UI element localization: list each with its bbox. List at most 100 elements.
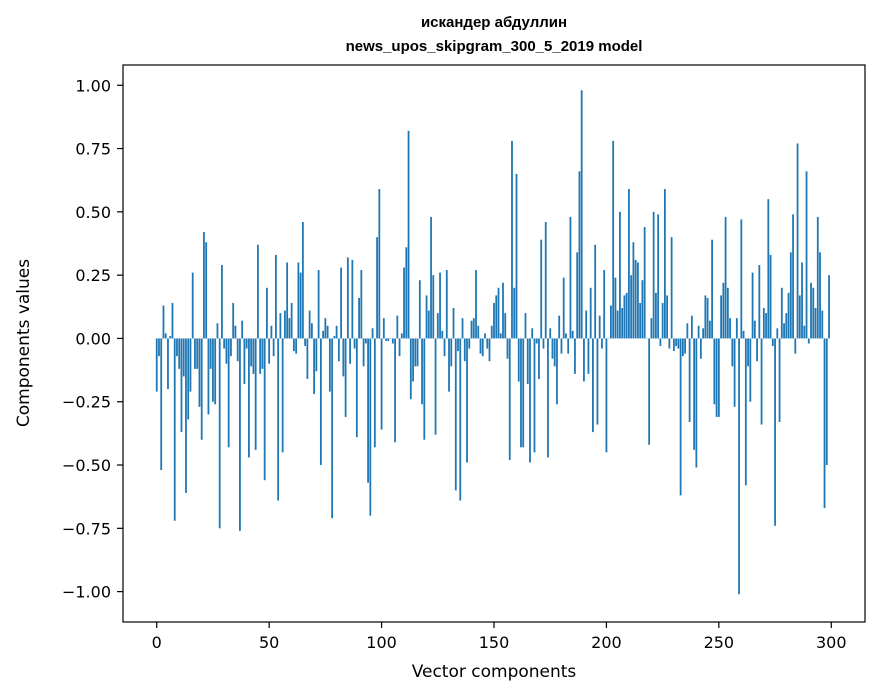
bar xyxy=(227,338,230,448)
chart-title-group: искандер абдуллин news_upos_skipgram_300… xyxy=(346,14,643,55)
bar xyxy=(733,338,736,407)
bar xyxy=(511,140,513,339)
bar xyxy=(585,310,588,339)
bar xyxy=(427,310,430,339)
bar xyxy=(551,338,554,359)
bar xyxy=(391,338,394,344)
bar xyxy=(576,252,579,339)
bar xyxy=(481,338,484,357)
bar xyxy=(387,338,390,341)
bar xyxy=(367,338,369,483)
bar xyxy=(288,318,291,339)
bar xyxy=(513,287,516,339)
bar xyxy=(771,338,774,347)
bar xyxy=(358,297,360,339)
bar xyxy=(495,295,498,339)
bar xyxy=(735,318,738,339)
bar xyxy=(315,338,318,372)
bar xyxy=(196,338,199,369)
bar xyxy=(695,338,698,468)
bar xyxy=(619,211,621,339)
bar xyxy=(407,130,410,339)
y-tick-label: 0.00 xyxy=(75,329,111,348)
bar xyxy=(502,282,504,339)
bar xyxy=(515,173,518,339)
bar xyxy=(209,338,212,369)
bar xyxy=(621,308,624,339)
bar xyxy=(158,338,160,357)
bar xyxy=(160,338,163,471)
bar xyxy=(164,333,167,339)
bar xyxy=(765,313,767,339)
bar xyxy=(531,328,534,339)
y-tick-label: 0.75 xyxy=(75,140,111,159)
bar xyxy=(533,338,536,453)
bar xyxy=(416,338,419,367)
bar xyxy=(283,310,286,339)
bar xyxy=(603,270,606,339)
bar xyxy=(803,325,806,339)
bar xyxy=(326,325,329,339)
bar xyxy=(439,272,441,339)
bar xyxy=(639,302,642,339)
bar xyxy=(542,338,545,349)
bar xyxy=(454,338,457,491)
plot-frame xyxy=(122,64,866,623)
bar xyxy=(785,313,788,339)
bar xyxy=(654,292,657,339)
bar xyxy=(643,227,646,339)
bar xyxy=(648,338,651,445)
bar xyxy=(596,338,599,425)
bar xyxy=(760,338,763,425)
bar xyxy=(328,338,331,392)
bar xyxy=(167,338,169,390)
bar xyxy=(659,338,662,347)
bar xyxy=(488,338,491,362)
bar xyxy=(724,216,727,339)
bar xyxy=(243,338,246,385)
bar xyxy=(272,338,275,357)
bar xyxy=(749,338,752,402)
bar xyxy=(493,302,495,339)
bar xyxy=(677,338,680,349)
bar xyxy=(452,308,455,339)
bar xyxy=(762,308,765,339)
bar xyxy=(558,315,561,339)
bar xyxy=(275,254,277,339)
bar xyxy=(612,140,615,339)
bar xyxy=(173,338,176,521)
bar xyxy=(198,338,201,407)
chart-title: искандер абдуллин xyxy=(421,14,567,31)
bar xyxy=(322,330,325,339)
bar xyxy=(225,338,228,364)
bar xyxy=(241,320,244,339)
bar xyxy=(304,338,307,347)
bar xyxy=(270,325,273,339)
bar xyxy=(353,338,356,349)
bar xyxy=(335,325,338,339)
bar xyxy=(778,338,781,422)
bar xyxy=(578,171,581,339)
bar xyxy=(767,199,770,339)
bar xyxy=(805,171,808,339)
bar xyxy=(448,338,450,392)
bar xyxy=(331,338,334,519)
bar xyxy=(663,189,666,339)
bar xyxy=(297,262,300,339)
bar xyxy=(290,302,293,339)
bar xyxy=(214,338,217,405)
bar xyxy=(263,338,266,481)
bar xyxy=(252,338,255,374)
bar xyxy=(176,338,178,357)
bar xyxy=(317,270,320,339)
x-tick-label: 50 xyxy=(259,633,279,652)
bar xyxy=(382,318,385,339)
bar xyxy=(783,323,785,339)
bar xyxy=(185,338,187,493)
chart-subtitle: news_upos_skipgram_300_5_2019 model xyxy=(346,38,643,55)
bar xyxy=(200,338,203,440)
bar xyxy=(301,221,304,339)
bar xyxy=(686,323,689,339)
bar xyxy=(261,338,264,369)
